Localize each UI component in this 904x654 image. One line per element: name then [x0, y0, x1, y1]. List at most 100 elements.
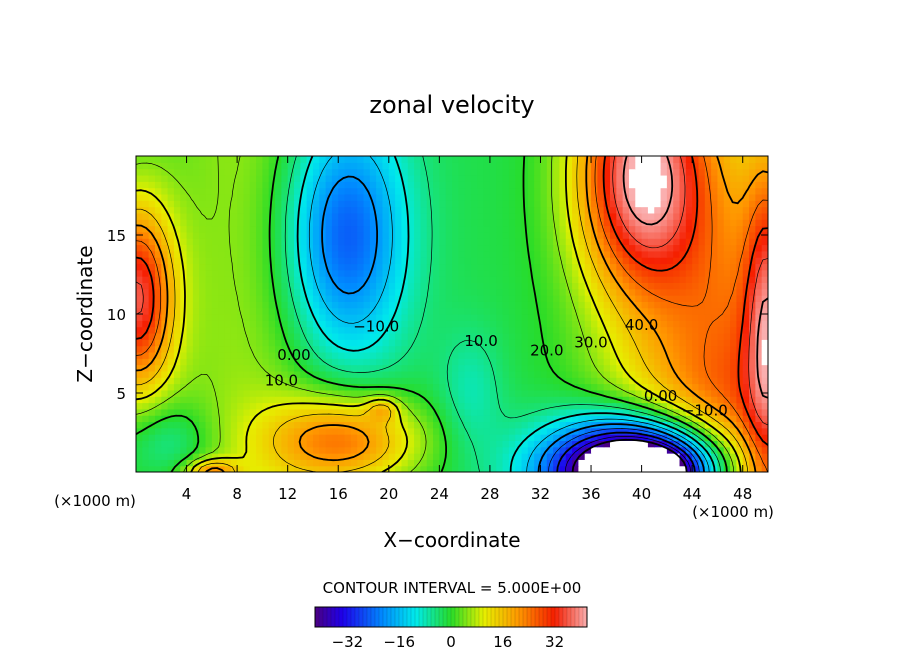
heatmap-cell	[723, 288, 731, 296]
heatmap-cell	[395, 238, 403, 246]
heatmap-cell	[616, 231, 624, 239]
heatmap-cell	[142, 440, 150, 448]
heatmap-cell	[218, 174, 226, 182]
heatmap-cell	[268, 453, 276, 460]
heatmap-cell	[211, 244, 219, 252]
heatmap-cell	[186, 174, 194, 182]
heatmap-cell	[591, 459, 598, 467]
heatmap-cell	[717, 238, 725, 246]
heatmap-cell	[452, 193, 459, 201]
heatmap-cell	[395, 377, 403, 385]
heatmap-cell	[489, 244, 497, 252]
heatmap-cell	[395, 225, 403, 233]
heatmap-cell	[572, 351, 579, 359]
heatmap-cell	[635, 364, 643, 372]
heatmap-cell	[388, 212, 396, 220]
heatmap-cell	[483, 434, 491, 441]
heatmap-cell	[312, 402, 320, 410]
heatmap-cell	[578, 434, 586, 441]
heatmap-cell	[205, 364, 213, 372]
heatmap-cell	[420, 408, 428, 416]
heatmap-cell	[287, 326, 295, 334]
heatmap-cell	[420, 434, 428, 441]
heatmap-cell	[534, 295, 542, 302]
heatmap-cell	[338, 162, 346, 170]
heatmap-cell	[515, 396, 523, 404]
heatmap-cell	[736, 212, 744, 220]
heatmap-cell	[407, 206, 415, 214]
heatmap-cell	[344, 288, 352, 296]
heatmap-cell	[230, 440, 238, 448]
heatmap-cell	[338, 288, 346, 296]
heatmap-cell	[414, 219, 421, 227]
heatmap-cell	[603, 351, 611, 359]
heatmap-cell	[161, 345, 169, 353]
heatmap-cell	[306, 440, 314, 448]
heatmap-cell	[294, 263, 301, 271]
heatmap-cell	[540, 200, 548, 208]
heatmap-cell	[192, 174, 200, 182]
heatmap-cell	[369, 250, 377, 258]
heatmap-cell	[736, 193, 744, 201]
heatmap-cell	[357, 301, 365, 309]
heatmap-cell	[635, 332, 643, 340]
heatmap-cell	[142, 162, 150, 170]
heatmap-cell	[357, 446, 365, 454]
heatmap-cell	[755, 396, 763, 404]
heatmap-cell	[717, 427, 725, 435]
heatmap-cell	[199, 162, 207, 170]
heatmap-cell	[483, 212, 491, 220]
heatmap-cell	[205, 219, 213, 227]
heatmap-cell	[414, 427, 421, 435]
heatmap-cell	[673, 465, 681, 472]
heatmap-cell	[603, 181, 611, 189]
heatmap-cell	[420, 465, 428, 472]
heatmap-cell	[433, 415, 440, 423]
heatmap-cell	[363, 465, 371, 472]
heatmap-cell	[717, 370, 725, 378]
heatmap-cell	[433, 396, 440, 404]
heatmap-cell	[692, 332, 700, 340]
heatmap-cell	[262, 402, 270, 410]
heatmap-cell	[711, 193, 719, 201]
heatmap-cell	[414, 212, 421, 220]
heatmap-cell	[433, 370, 440, 378]
heatmap-cell	[527, 440, 535, 448]
heatmap-cell	[742, 269, 750, 277]
heatmap-cell	[761, 307, 768, 315]
heatmap-cell	[540, 446, 548, 454]
heatmap-cell	[755, 415, 763, 423]
heatmap-cell	[584, 269, 592, 277]
heatmap-cell	[445, 231, 453, 239]
heatmap-cell	[173, 295, 181, 302]
heatmap-cell	[192, 231, 200, 239]
heatmap-cell	[161, 459, 169, 467]
heatmap-cell	[464, 383, 472, 391]
heatmap-cell	[660, 301, 668, 309]
heatmap-cell	[401, 370, 409, 378]
heatmap-cell	[426, 276, 434, 283]
heatmap-cell	[635, 162, 643, 170]
heatmap-cell	[218, 307, 226, 315]
heatmap-cell	[445, 181, 453, 189]
heatmap-cell	[591, 339, 598, 347]
heatmap-cell	[717, 377, 725, 385]
heatmap-cell	[199, 219, 207, 227]
heatmap-cell	[154, 288, 162, 296]
heatmap-cell	[192, 156, 200, 163]
heatmap-cell	[180, 181, 188, 189]
heatmap-cell	[256, 339, 263, 347]
heatmap-cell	[711, 339, 719, 347]
heatmap-cell	[407, 307, 415, 315]
heatmap-cell	[572, 453, 579, 460]
heatmap-cell	[559, 301, 567, 309]
heatmap-cell	[445, 446, 453, 454]
heatmap-cell	[603, 446, 611, 454]
heatmap-cell	[470, 358, 478, 366]
heatmap-cell	[628, 231, 636, 239]
heatmap-cell	[148, 370, 156, 378]
heatmap-cell	[761, 364, 768, 372]
heatmap-cell	[470, 351, 478, 359]
heatmap-cell	[553, 269, 561, 277]
heatmap-cell	[534, 225, 542, 233]
